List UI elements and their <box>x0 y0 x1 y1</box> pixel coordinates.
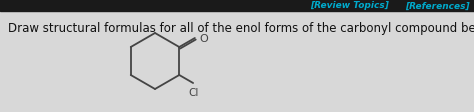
Text: [References]: [References] <box>405 1 470 10</box>
Text: [Review Topics]: [Review Topics] <box>310 1 389 10</box>
Text: O: O <box>200 34 209 44</box>
Text: Draw structural formulas for all of the enol forms of the carbonyl compound belo: Draw structural formulas for all of the … <box>8 22 474 35</box>
Text: Cl: Cl <box>188 87 198 97</box>
Bar <box>0 0 474 12</box>
